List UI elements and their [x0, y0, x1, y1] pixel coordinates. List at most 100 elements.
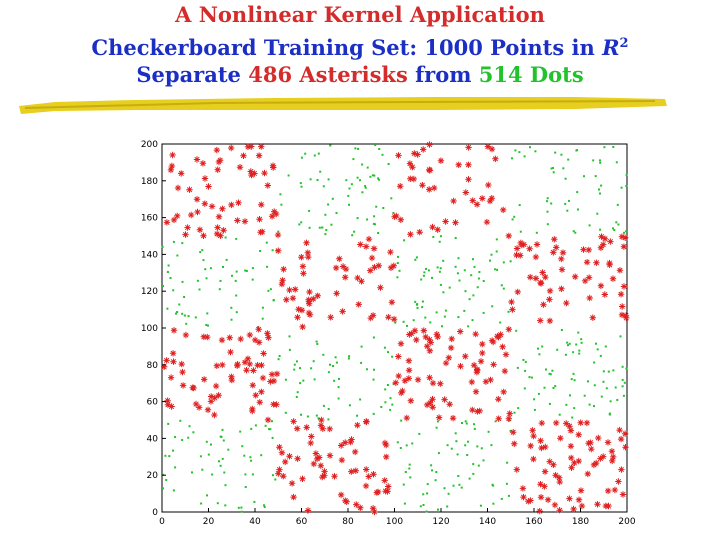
dot-point	[619, 335, 622, 338]
dot-point	[324, 233, 327, 236]
dot-point	[166, 271, 169, 273]
dot-count: 514 Dots	[478, 62, 584, 87]
dot-point	[288, 348, 291, 351]
asterisk-point	[567, 427, 575, 434]
asterisk-point	[532, 275, 540, 282]
dot-point	[199, 251, 202, 254]
asterisk-point	[472, 388, 480, 395]
dot-point	[554, 385, 557, 388]
asterisk-point	[321, 472, 328, 479]
dot-point	[566, 341, 569, 344]
dot-point	[254, 424, 257, 427]
dot-point	[169, 277, 172, 279]
dot-point	[172, 489, 175, 492]
asterisk-point	[462, 353, 469, 360]
dot-point	[560, 329, 563, 331]
asterisk-point	[354, 422, 361, 429]
dot-point	[518, 151, 521, 154]
asterisk-point	[600, 241, 607, 248]
asterisk-point	[483, 218, 491, 226]
asterisk-point	[249, 407, 256, 415]
asterisk-point	[170, 216, 178, 224]
dot-point	[519, 230, 522, 233]
dot-point	[441, 325, 443, 328]
asterisk-point	[542, 443, 549, 451]
asterisk-point	[465, 176, 472, 183]
asterisk-point	[390, 316, 398, 323]
asterisk-point	[593, 459, 600, 467]
asterisk-point	[578, 502, 586, 510]
dot-point	[454, 237, 457, 239]
dot-point	[575, 343, 578, 346]
dot-point	[529, 146, 531, 149]
dot-point	[416, 306, 419, 309]
dot-point	[435, 311, 438, 314]
asterisk-point	[409, 164, 416, 171]
asterisk-point	[600, 453, 607, 460]
asterisk-point	[446, 401, 453, 408]
asterisk-point	[570, 505, 577, 513]
dot-point	[588, 403, 591, 406]
dot-point	[595, 342, 597, 345]
dot-point	[207, 324, 209, 327]
brush-stroke-dark	[24, 100, 656, 109]
asterisk-point	[450, 197, 457, 205]
asterisk-point	[213, 230, 221, 238]
dot-point	[224, 236, 227, 239]
dot-point	[425, 267, 427, 270]
asterisk-point	[597, 244, 605, 251]
dot-point	[577, 331, 580, 334]
asterisk-point	[336, 255, 343, 262]
dot-point	[162, 285, 164, 287]
dot-point	[444, 309, 447, 312]
asterisk-point	[211, 394, 218, 402]
dot-point	[436, 266, 439, 269]
dot-point	[429, 321, 432, 324]
dot-point	[167, 422, 170, 425]
dot-point	[191, 471, 193, 474]
asterisk-point	[382, 488, 389, 495]
dot-point	[442, 291, 445, 294]
dot-point	[548, 402, 551, 405]
asterisk-point	[275, 470, 282, 477]
dot-point	[394, 321, 397, 324]
dot-point	[467, 325, 470, 328]
dot-point	[392, 382, 395, 385]
dot-point	[511, 218, 514, 221]
y-tick-label: 100	[141, 324, 158, 334]
asterisk-point	[208, 393, 215, 400]
asterisk-point	[502, 351, 510, 358]
asterisk-point	[298, 254, 305, 261]
dot-point	[414, 300, 417, 303]
dot-point	[599, 161, 602, 164]
asterisk-point	[184, 224, 191, 231]
asterisk-point	[368, 254, 376, 262]
asterisk-point	[268, 371, 276, 378]
dot-point	[266, 265, 269, 268]
dot-point	[178, 303, 181, 306]
asterisk-point	[303, 424, 310, 431]
dot-point	[219, 435, 222, 438]
asterisk-point	[551, 501, 559, 509]
asterisk-point	[608, 448, 616, 455]
asterisk-point	[373, 489, 380, 496]
asterisk-point	[195, 404, 203, 411]
asterisk-point	[286, 286, 293, 294]
dot-point	[470, 274, 473, 277]
asterisk-point	[377, 284, 384, 291]
asterisk-point	[342, 274, 349, 281]
dot-point	[604, 345, 607, 348]
dot-point	[482, 459, 485, 462]
asterisk-point	[276, 466, 283, 473]
dot-point	[546, 223, 549, 226]
dot-point	[587, 380, 589, 383]
dot-point	[523, 387, 526, 390]
asterisk-point	[411, 327, 419, 334]
dot-point	[313, 154, 316, 157]
dot-point	[300, 413, 302, 416]
dot-point	[464, 444, 467, 447]
asterisk-point	[422, 333, 429, 341]
asterisk-point	[433, 331, 440, 338]
asterisk-point	[273, 210, 280, 218]
dot-point	[207, 453, 210, 456]
